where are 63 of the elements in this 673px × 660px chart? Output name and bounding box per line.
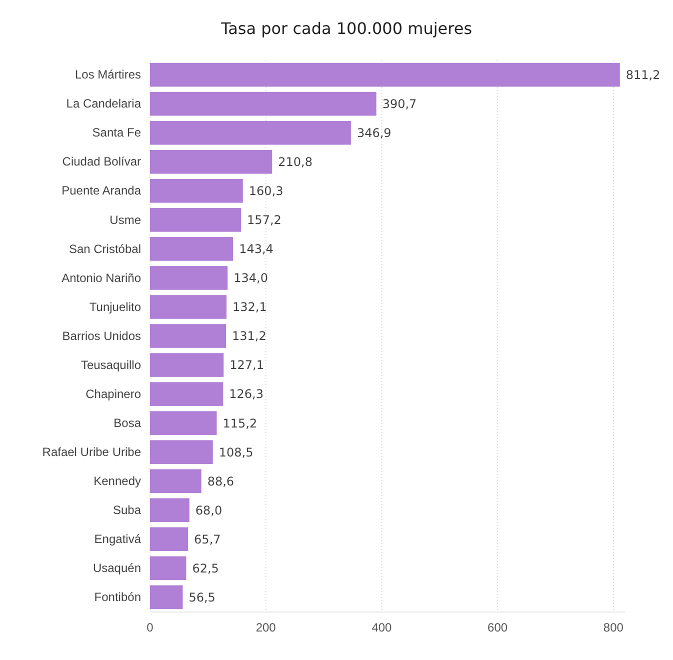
bar (150, 585, 183, 610)
data-label: 68,0 (195, 503, 222, 518)
bar (150, 556, 186, 580)
bar (150, 353, 224, 377)
bar (150, 469, 202, 494)
bar (150, 440, 213, 464)
y-tick-label: Ciudad Bolívar (62, 154, 141, 169)
data-label: 811,2 (626, 68, 660, 82)
y-tick-label: Tunjuelito (89, 300, 142, 314)
data-label: 132,1 (232, 300, 267, 314)
data-label: 65,7 (194, 532, 221, 546)
y-tick-label: Usme (110, 212, 142, 227)
x-tick-label: 200 (256, 620, 276, 635)
bar (150, 208, 242, 232)
bar (150, 237, 234, 261)
data-label: 160,3 (248, 184, 284, 198)
bar (150, 527, 188, 552)
data-label: 56,5 (188, 590, 216, 604)
data-label: 131,2 (232, 329, 266, 344)
y-tick-label: Puente Aranda (62, 184, 142, 198)
bar (150, 498, 190, 522)
y-tick-label: Fontibón (94, 590, 141, 604)
x-tick-label: 0 (146, 620, 154, 635)
data-label: 390,7 (382, 97, 417, 112)
data-label: 210,8 (278, 155, 312, 170)
data-label: 157,2 (247, 213, 282, 228)
bar (150, 178, 243, 203)
bar (150, 411, 217, 435)
data-label: 115,2 (222, 416, 258, 430)
y-tick-label: Los Mártires (74, 68, 141, 82)
bar (150, 324, 226, 348)
y-tick-label: Rafael Uribe Uribe (42, 444, 142, 459)
data-label: 88,6 (207, 474, 234, 488)
data-label: 143,4 (239, 242, 274, 256)
x-tick-label: 600 (488, 620, 508, 635)
chart-title: Tasa por cada 100.000 mujeres (220, 19, 472, 38)
x-tick-label: 400 (372, 620, 392, 635)
y-tick-label: Suba (112, 502, 142, 517)
y-tick-label: Barrios Unidos (62, 328, 141, 343)
y-tick-label: Usaquén (92, 561, 141, 576)
bar (150, 382, 224, 406)
bar (150, 92, 376, 116)
y-tick-label: Teusaquillo (80, 358, 142, 372)
y-tick-label: Chapinero (86, 386, 142, 401)
y-tick-label: Engativá (94, 532, 142, 546)
data-label: 126,3 (229, 387, 264, 402)
y-tick-label: Kennedy (94, 474, 141, 488)
y-tick-label: Antonio Nariño (62, 270, 142, 285)
data-label: 108,5 (218, 445, 254, 460)
data-label: 127,1 (230, 358, 264, 372)
y-tick-label: Bosa (114, 416, 142, 430)
data-label: 62,5 (192, 561, 219, 576)
y-tick-label: La Candelaria (66, 96, 142, 111)
bar (150, 120, 351, 145)
y-tick-label: San Cristóbal (68, 242, 141, 256)
bar (150, 150, 272, 174)
bar (150, 295, 227, 319)
data-label: 346,9 (356, 126, 392, 140)
y-tick-label: Santa Fe (92, 126, 142, 140)
data-label: 134,0 (234, 271, 268, 286)
bar (150, 266, 228, 290)
x-tick-label: 800 (603, 620, 624, 635)
bar (150, 62, 620, 87)
